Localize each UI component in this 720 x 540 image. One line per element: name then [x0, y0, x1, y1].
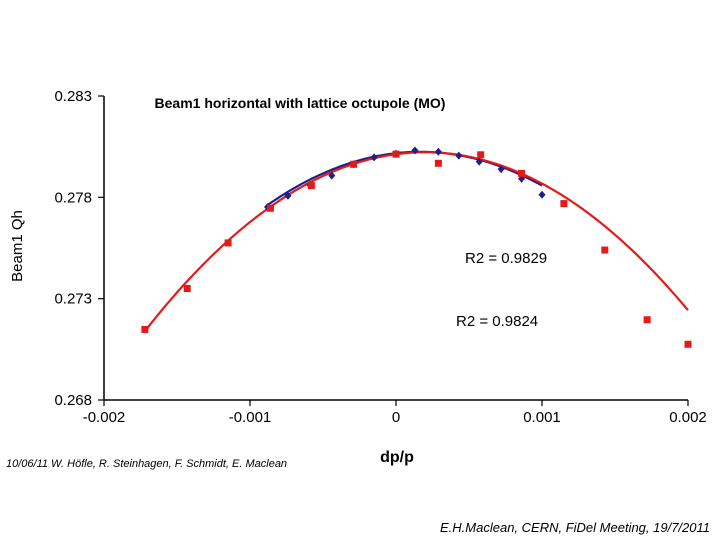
x-tick-label: -0.001 [229, 409, 272, 426]
r2-label-1: R2 = 0.9829 [465, 250, 547, 267]
data-point-s1 [350, 160, 358, 168]
x-tick-label: 0.001 [523, 409, 561, 426]
data-point-s1 [560, 200, 568, 208]
r2-labels: R2 = 0.9824 R2 = 0.9829 [456, 250, 547, 330]
data-point-s0 [538, 190, 546, 199]
x-tick-label: -0.002 [83, 409, 126, 426]
data-point-s0 [497, 165, 505, 174]
data-point-s1 [643, 316, 651, 324]
data-point-s0 [284, 191, 292, 200]
r2-label-0: R2 = 0.9824 [456, 313, 538, 330]
data-point-s1 [183, 285, 191, 293]
author-credit: 10/06/11 W. Höfle, R. Steinhagen, F. Sch… [6, 458, 288, 470]
data-points [141, 146, 692, 348]
data-point-s0 [475, 157, 483, 166]
chart-title: Beam1 horizontal with lattice octupole (… [155, 95, 446, 111]
y-tick-label: 0.268 [54, 392, 92, 409]
data-point-s0 [455, 151, 463, 160]
data-point-s0 [370, 153, 378, 162]
y-tick-label: 0.273 [54, 291, 92, 308]
data-point-s1 [434, 159, 442, 167]
meeting-credit: E.H.Maclean, CERN, FiDel Meeting, 19/7/2… [440, 520, 710, 535]
data-point-s1 [307, 182, 315, 190]
data-point-s1 [684, 340, 692, 348]
data-point-s0 [434, 147, 442, 156]
data-point-s1 [266, 204, 274, 212]
x-tick-label: 0.002 [669, 409, 707, 426]
x-tick-label: 0 [392, 409, 400, 426]
data-point-s1 [477, 151, 485, 159]
data-point-s1 [224, 239, 232, 247]
y-axis-label: Beam1 Qh [9, 210, 26, 282]
x-axis-label: dp/p [380, 449, 414, 466]
fit-curve-0 [266, 150, 543, 207]
data-point-s1 [141, 325, 149, 333]
data-point-s1 [392, 150, 400, 158]
data-point-s1 [518, 169, 526, 177]
axes: 0.283 0.278 0.273 0.268-0.002 -0.001 0 0.001 0.… [54, 88, 706, 426]
y-tick-label: 0.278 [54, 189, 92, 206]
data-point-s0 [328, 171, 336, 180]
data-point-s0 [411, 146, 419, 155]
data-point-s1 [601, 246, 609, 254]
y-tick-label: 0.283 [54, 88, 92, 105]
